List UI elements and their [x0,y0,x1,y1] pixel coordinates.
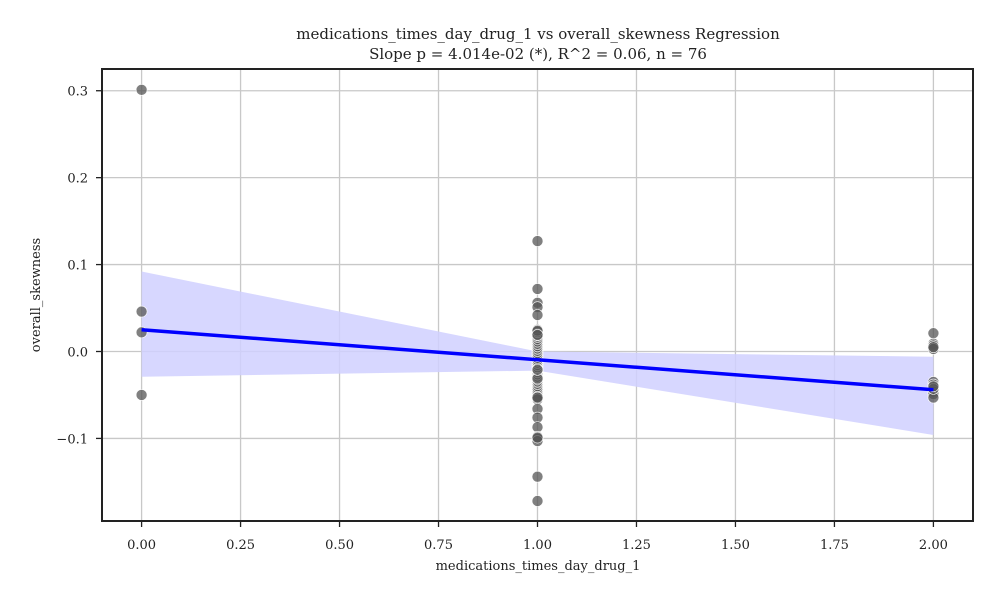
data-point [135,305,148,318]
x-tick-label: 0.00 [127,538,156,553]
x-tick-label: 0.25 [226,538,255,553]
data-points [135,84,940,507]
data-point [531,309,544,321]
chart-subtitle: Slope p = 4.014e-02 (*), R^2 = 0.06, n =… [369,45,707,63]
x-tick-label: 1.25 [622,538,651,553]
data-point [531,235,544,247]
x-axis-label: medications_times_day_drug_1 [436,559,641,574]
data-point [531,391,544,404]
data-point [531,495,544,507]
data-point [531,363,544,376]
data-point [531,283,544,295]
x-tick-label: 0.50 [325,538,354,553]
chart-title: medications_times_day_drug_1 vs overall_… [296,25,780,43]
tick-labels: 0.00 0.25 0.50 0.75 1.00 1.25 1.50 1.75 2.00 −0.1… [56,85,947,553]
data-point [531,431,544,444]
regression-line-layer [141,328,934,392]
y-tick-label: 0.1 [67,259,88,274]
y-tick-label: −0.1 [56,432,88,447]
data-point [135,84,148,96]
data-point [927,327,940,340]
x-tick-label: 2.00 [919,538,948,553]
data-point [531,470,544,483]
data-point [531,329,544,341]
y-tick-label: 0.2 [67,172,88,187]
axes [96,68,974,527]
y-tick-label: 0.0 [67,346,88,361]
x-tick-label: 0.75 [424,538,453,553]
x-tick-label: 1.00 [523,538,552,553]
regression-line [141,328,934,392]
data-point [135,389,148,401]
y-axis-label: overall_skewness [29,238,44,352]
x-tick-label: 1.75 [820,538,849,553]
y-tick-label: 0.3 [67,85,88,100]
x-tick-label: 1.50 [721,538,750,553]
data-point [927,341,940,353]
